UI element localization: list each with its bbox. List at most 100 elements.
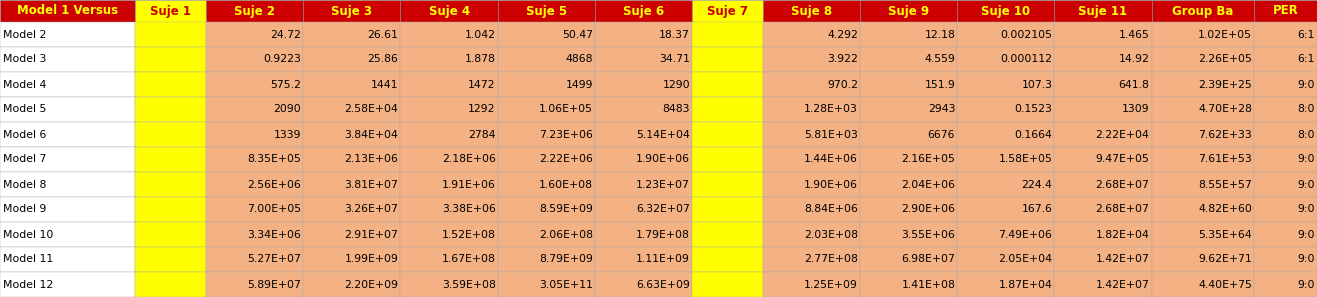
Text: 3.55E+06: 3.55E+06	[901, 230, 955, 239]
Text: 151.9: 151.9	[925, 80, 955, 89]
Text: 2.03E+08: 2.03E+08	[805, 230, 859, 239]
Bar	[763, 247, 860, 272]
Text: 1.52E+08: 1.52E+08	[441, 230, 495, 239]
Text: 4868: 4868	[565, 55, 593, 64]
Bar	[1254, 22, 1317, 47]
Bar	[957, 122, 1055, 147]
Bar	[1055, 47, 1151, 72]
Bar	[498, 272, 595, 297]
Bar	[595, 0, 691, 22]
Bar	[400, 22, 498, 47]
Bar	[691, 172, 763, 197]
Bar	[1055, 122, 1151, 147]
Text: 24.72: 24.72	[270, 29, 302, 40]
Bar	[400, 122, 498, 147]
Text: 0.1664: 0.1664	[1014, 129, 1052, 140]
Bar	[1055, 97, 1151, 122]
Bar	[595, 97, 691, 122]
Bar	[1151, 72, 1254, 97]
Text: 2784: 2784	[468, 129, 495, 140]
Bar	[1254, 222, 1317, 247]
Text: 8483: 8483	[662, 105, 690, 115]
Bar	[498, 247, 595, 272]
Bar	[860, 272, 957, 297]
Bar	[860, 47, 957, 72]
Text: 1.90E+06: 1.90E+06	[805, 179, 859, 189]
Text: Model 7: Model 7	[3, 154, 46, 165]
Bar	[498, 22, 595, 47]
Bar	[136, 197, 207, 222]
Bar	[763, 22, 860, 47]
Bar	[303, 0, 400, 22]
Text: 1.28E+03: 1.28E+03	[805, 105, 859, 115]
Bar	[303, 97, 400, 122]
Text: 2.68E+07: 2.68E+07	[1096, 179, 1150, 189]
Bar	[595, 272, 691, 297]
Bar	[691, 247, 763, 272]
Text: Model 5: Model 5	[3, 105, 46, 115]
Bar	[207, 22, 303, 47]
Text: 1.91E+06: 1.91E+06	[441, 179, 495, 189]
Bar	[1055, 22, 1151, 47]
Bar	[1254, 122, 1317, 147]
Bar	[1055, 172, 1151, 197]
Text: Model 3: Model 3	[3, 55, 46, 64]
Bar	[595, 22, 691, 47]
Bar	[0, 272, 136, 297]
Bar	[400, 0, 498, 22]
Bar	[498, 72, 595, 97]
Text: Suje 1: Suje 1	[150, 4, 191, 18]
Text: 1.42E+07: 1.42E+07	[1096, 255, 1150, 265]
Bar	[957, 222, 1055, 247]
Text: 6.98E+07: 6.98E+07	[901, 255, 955, 265]
Bar	[303, 172, 400, 197]
Text: 1339: 1339	[274, 129, 302, 140]
Bar	[207, 122, 303, 147]
Bar	[136, 247, 207, 272]
Text: 1292: 1292	[468, 105, 495, 115]
Bar	[860, 147, 957, 172]
Text: 1.44E+06: 1.44E+06	[805, 154, 859, 165]
Bar	[0, 147, 136, 172]
Text: 3.59E+08: 3.59E+08	[441, 279, 495, 290]
Bar	[303, 47, 400, 72]
Bar	[207, 147, 303, 172]
Bar	[1254, 0, 1317, 22]
Text: 50.47: 50.47	[562, 29, 593, 40]
Text: 1.878: 1.878	[465, 55, 495, 64]
Bar	[1055, 272, 1151, 297]
Bar	[1254, 197, 1317, 222]
Text: 2.26E+05: 2.26E+05	[1198, 55, 1252, 64]
Text: 1.79E+08: 1.79E+08	[636, 230, 690, 239]
Bar	[1151, 247, 1254, 272]
Bar	[691, 72, 763, 97]
Text: 4.82E+60: 4.82E+60	[1198, 205, 1252, 214]
Bar	[763, 122, 860, 147]
Bar	[303, 122, 400, 147]
Bar	[860, 197, 957, 222]
Bar	[207, 72, 303, 97]
Text: 9.47E+05: 9.47E+05	[1096, 154, 1150, 165]
Bar	[1254, 172, 1317, 197]
Text: 1.465: 1.465	[1118, 29, 1150, 40]
Bar	[1254, 272, 1317, 297]
Text: 2.39E+25: 2.39E+25	[1198, 80, 1252, 89]
Bar	[763, 197, 860, 222]
Bar	[860, 172, 957, 197]
Text: 3.05E+11: 3.05E+11	[539, 279, 593, 290]
Bar	[1254, 97, 1317, 122]
Text: 1290: 1290	[662, 80, 690, 89]
Text: 6:1: 6:1	[1297, 55, 1314, 64]
Bar	[400, 272, 498, 297]
Text: 1441: 1441	[371, 80, 399, 89]
Text: 1.60E+08: 1.60E+08	[539, 179, 593, 189]
Bar	[1151, 97, 1254, 122]
Text: 1.82E+04: 1.82E+04	[1096, 230, 1150, 239]
Bar	[957, 22, 1055, 47]
Text: 8:0: 8:0	[1297, 129, 1314, 140]
Bar	[0, 97, 136, 122]
Text: 6:1: 6:1	[1297, 29, 1314, 40]
Bar	[498, 47, 595, 72]
Text: 1.58E+05: 1.58E+05	[998, 154, 1052, 165]
Bar	[400, 222, 498, 247]
